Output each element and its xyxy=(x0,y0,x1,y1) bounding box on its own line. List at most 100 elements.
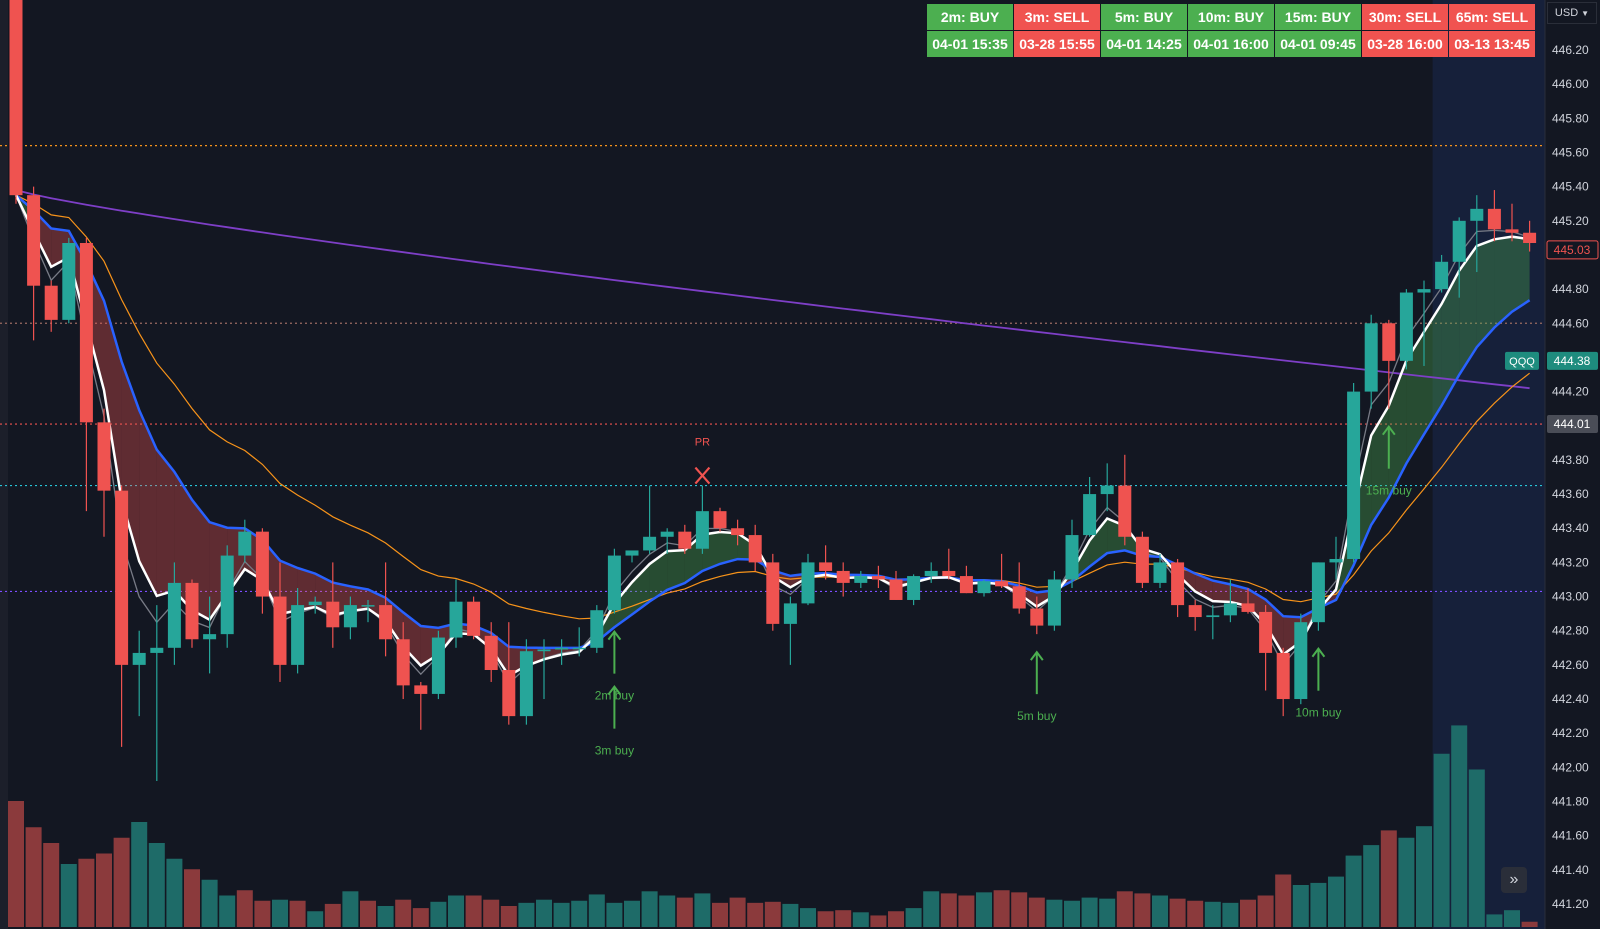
candle-body xyxy=(1241,603,1255,612)
candle-body xyxy=(1452,220,1466,262)
volume-bar xyxy=(236,890,253,927)
y-tick-label: 445.80 xyxy=(1552,111,1589,125)
volume-bar xyxy=(272,899,288,927)
volume-bar xyxy=(483,899,500,927)
candle-body xyxy=(203,634,217,640)
volume-bar xyxy=(800,908,816,927)
candle xyxy=(255,528,269,614)
y-tick-label: 442.00 xyxy=(1552,760,1589,774)
candle xyxy=(1470,195,1484,273)
signal-date-4: 04-01 09:45 xyxy=(1275,31,1361,57)
candle-body xyxy=(1047,579,1061,626)
candle xyxy=(907,574,921,606)
chevron-down-icon[interactable]: ▼ xyxy=(1581,8,1590,18)
volume-bar xyxy=(571,900,588,927)
candle xyxy=(308,596,322,614)
candle xyxy=(185,579,199,648)
volume-bar xyxy=(976,892,992,927)
y-tick-label: 446.00 xyxy=(1552,77,1589,91)
candle-body xyxy=(1364,323,1378,392)
candle-body xyxy=(1329,558,1343,563)
ema-ribbon-fill xyxy=(139,410,157,596)
candle xyxy=(1223,579,1237,623)
candle-body xyxy=(942,570,956,577)
volume-bar xyxy=(254,900,271,927)
candle-body xyxy=(1382,323,1396,361)
candle xyxy=(836,562,850,597)
x-mark-icon xyxy=(694,466,711,485)
candle-body xyxy=(27,195,41,286)
y-tick-label: 441.40 xyxy=(1552,863,1589,877)
candle xyxy=(449,579,463,648)
volume-bar xyxy=(747,902,764,927)
candle-body xyxy=(1470,208,1484,221)
volume-bar xyxy=(1380,830,1397,927)
candle xyxy=(1487,190,1501,242)
volume-bar xyxy=(131,822,148,927)
signal-date-1: 03-28 15:55 xyxy=(1014,31,1100,57)
volume-bar xyxy=(360,900,376,927)
candle xyxy=(1188,599,1202,631)
candle xyxy=(1276,647,1290,717)
volume-bar xyxy=(1204,901,1221,927)
volume-bar xyxy=(712,902,728,927)
volume-bar xyxy=(1521,921,1538,927)
candle-body xyxy=(1065,535,1079,580)
ema-ribbon-fill xyxy=(667,550,685,590)
volume-bar xyxy=(500,906,517,927)
candle-body xyxy=(326,601,340,628)
volume-bar xyxy=(1046,899,1063,927)
ema-ribbon-fill xyxy=(403,612,421,666)
volume-bar xyxy=(641,891,658,927)
signal-label-5: 30m: SELL xyxy=(1362,4,1448,30)
candle-body xyxy=(731,528,745,536)
y-tick-label: 444.80 xyxy=(1552,282,1589,296)
volume-bar xyxy=(588,894,605,927)
candle xyxy=(766,553,780,631)
candle xyxy=(660,528,674,554)
candle xyxy=(713,507,727,532)
volume-bar xyxy=(1081,897,1098,927)
candle-body xyxy=(1276,652,1290,700)
y-tick-label: 443.80 xyxy=(1552,453,1589,467)
candle xyxy=(361,599,375,623)
volume-bar xyxy=(536,899,552,927)
currency-label[interactable]: USD xyxy=(1554,7,1579,19)
candle xyxy=(607,548,621,614)
candle-body xyxy=(889,579,903,600)
candle xyxy=(1083,477,1097,537)
candle xyxy=(1100,463,1114,512)
candle xyxy=(414,681,428,730)
candle-body xyxy=(854,576,868,583)
candle xyxy=(871,565,885,589)
candle xyxy=(1206,605,1220,640)
candle-body xyxy=(1135,536,1149,583)
candle-body xyxy=(590,610,604,648)
y-tick-label: 443.00 xyxy=(1552,590,1589,604)
signal-label-3: 10m: BUY xyxy=(1188,4,1274,30)
volume-bar xyxy=(1257,895,1274,927)
volume-bar xyxy=(553,902,570,927)
volume-bar xyxy=(1468,769,1485,927)
volume-bar xyxy=(1451,725,1468,927)
y-tick-label: 445.40 xyxy=(1552,180,1589,194)
signal-date-0: 04-01 15:35 xyxy=(927,31,1013,57)
ema-ribbon-fill xyxy=(1441,270,1460,406)
up-arrow-icon xyxy=(607,684,622,696)
candle xyxy=(97,408,111,537)
candle xyxy=(326,562,340,648)
candle-body xyxy=(1311,562,1325,623)
scroll-to-realtime-button[interactable]: » xyxy=(1501,867,1527,893)
volume-bar xyxy=(993,890,1010,927)
volume-bar xyxy=(729,897,746,927)
candle xyxy=(1452,217,1466,298)
y-tick-label: 444.60 xyxy=(1552,316,1589,330)
volume-bar xyxy=(1240,899,1256,927)
buy-signal-label: 15m buy xyxy=(1366,484,1412,498)
currency-selector[interactable]: USD ▼ xyxy=(1547,2,1597,24)
candle xyxy=(1505,203,1519,242)
up-arrow-icon xyxy=(1382,425,1396,436)
candle xyxy=(537,639,551,700)
